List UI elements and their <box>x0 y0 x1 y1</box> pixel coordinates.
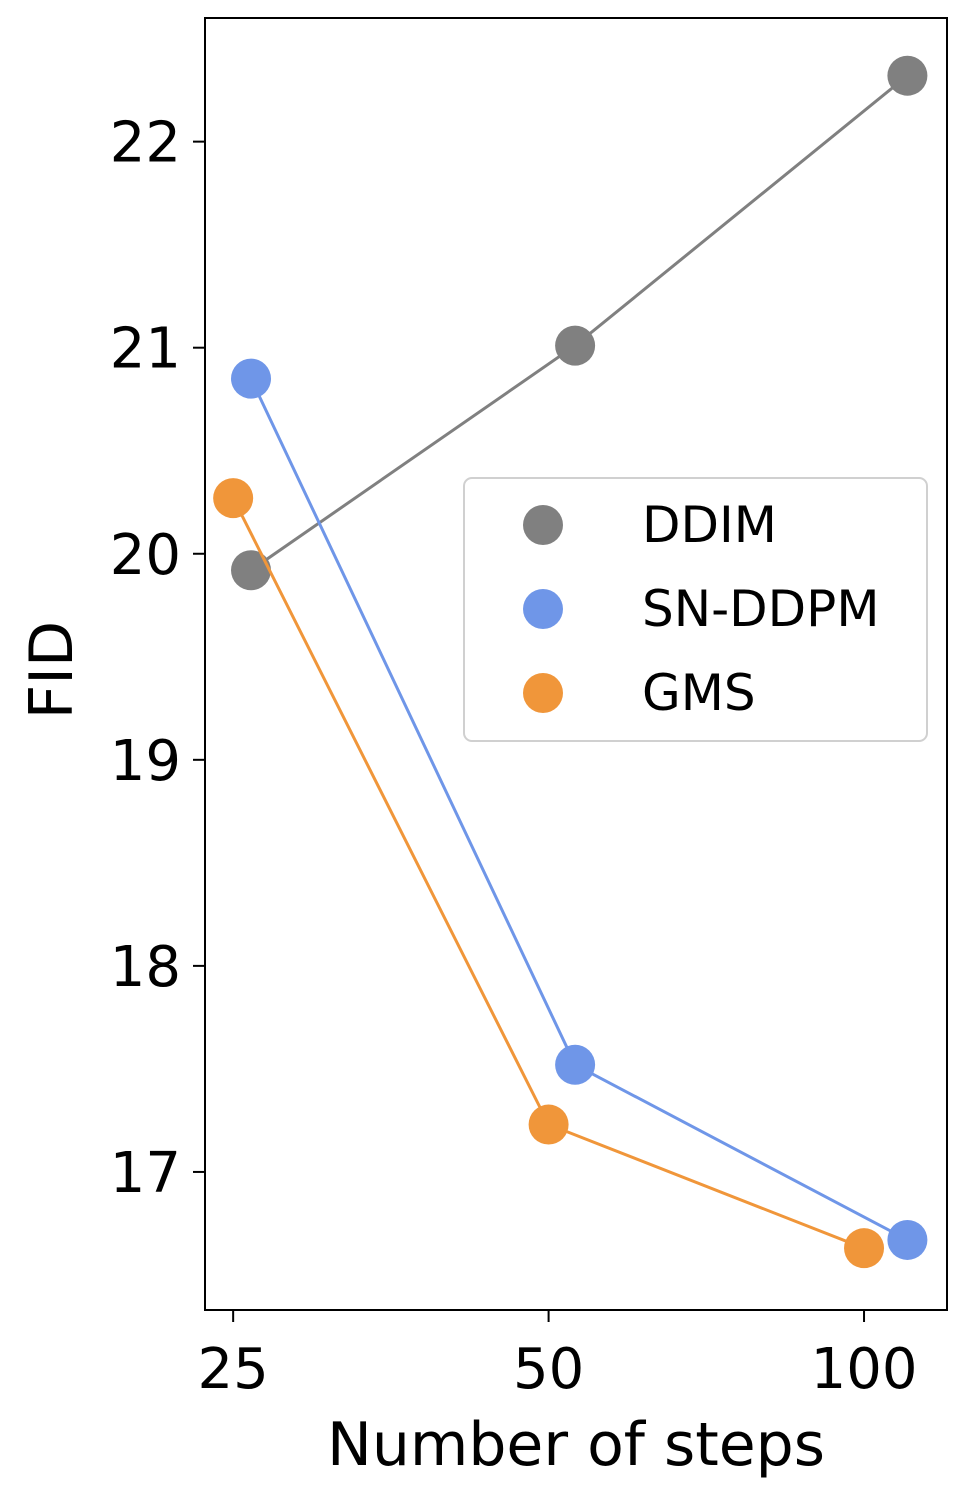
legend-marker-sn-ddpm <box>523 589 563 629</box>
y-tick-label: 20 <box>110 523 181 588</box>
x-tick-label: 100 <box>811 1337 918 1402</box>
data-point-gms <box>213 478 254 519</box>
legend-marker-gms <box>523 673 563 713</box>
legend-label-ddim: DDIM <box>642 496 777 554</box>
legend-box <box>463 477 928 742</box>
data-point-gms <box>844 1228 885 1269</box>
x-tick-label: 25 <box>198 1337 269 1402</box>
x-tick-label: 50 <box>513 1337 584 1402</box>
data-point-sn-ddpm <box>887 1219 928 1260</box>
data-point-sn-ddpm <box>231 358 272 399</box>
legend-label-sn-ddpm: SN-DDPM <box>642 580 879 638</box>
plot-frame <box>204 17 948 1311</box>
data-point-sn-ddpm <box>555 1044 596 1085</box>
x-axis-label: Number of steps <box>327 1410 825 1480</box>
data-point-gms <box>528 1104 569 1145</box>
y-tick-label: 21 <box>110 317 181 382</box>
y-tick-label: 17 <box>110 1141 181 1206</box>
axis-layer: 25 50 100 17 18 19 20 21 22 <box>110 111 918 1402</box>
y-tick-label: 19 <box>110 729 181 794</box>
legend: DDIM SN-DDPM GMS <box>463 477 928 742</box>
y-tick-label: 18 <box>110 935 181 1000</box>
y-axis-label: FID <box>17 621 87 719</box>
data-point-ddim <box>887 55 928 96</box>
series-layer <box>213 55 928 1269</box>
y-tick-label: 22 <box>110 111 181 176</box>
data-point-ddim <box>231 550 272 591</box>
legend-marker-ddim <box>523 505 563 545</box>
data-point-ddim <box>555 325 596 366</box>
legend-label-gms: GMS <box>642 664 756 722</box>
